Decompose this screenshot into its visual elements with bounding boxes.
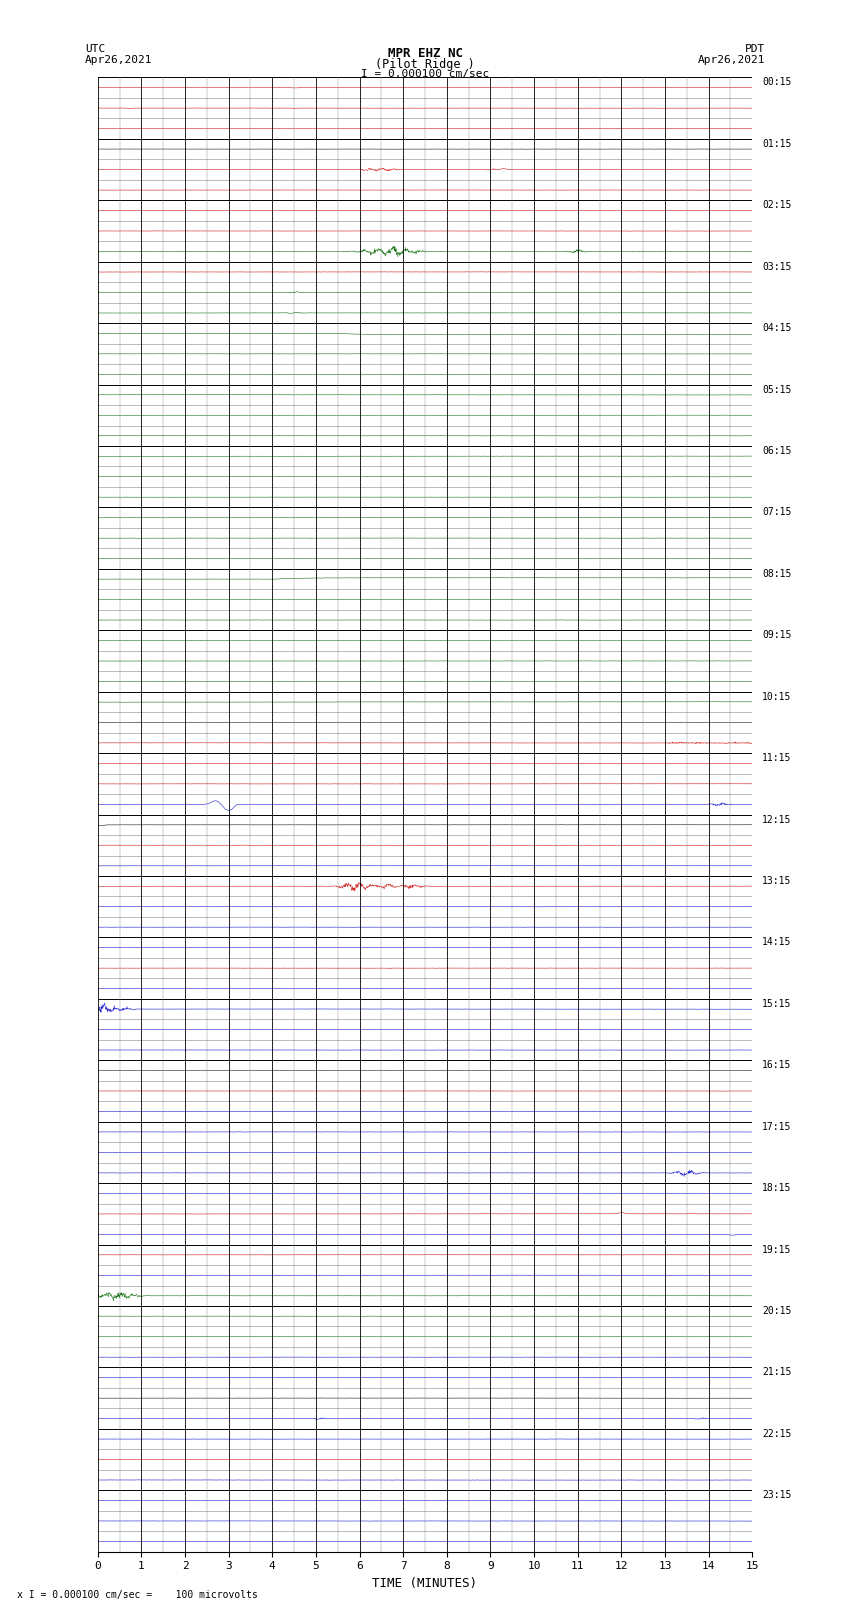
Text: 23:15: 23:15 (762, 1490, 791, 1500)
Text: (Pilot Ridge ): (Pilot Ridge ) (375, 58, 475, 71)
Text: 15:15: 15:15 (762, 998, 791, 1008)
Text: Apr26,2021: Apr26,2021 (85, 55, 152, 65)
Text: I = 0.000100 cm/sec: I = 0.000100 cm/sec (361, 69, 489, 79)
Text: 19:15: 19:15 (762, 1245, 791, 1255)
Text: 14:15: 14:15 (762, 937, 791, 947)
Text: 02:15: 02:15 (762, 200, 791, 210)
Text: 06:15: 06:15 (762, 447, 791, 456)
Text: 11:15: 11:15 (762, 753, 791, 763)
Text: 00:15: 00:15 (762, 77, 791, 87)
Text: 16:15: 16:15 (762, 1060, 791, 1071)
Text: 21:15: 21:15 (762, 1368, 791, 1378)
Text: x I = 0.000100 cm/sec =    100 microvolts: x I = 0.000100 cm/sec = 100 microvolts (17, 1590, 258, 1600)
Text: 17:15: 17:15 (762, 1121, 791, 1132)
Text: 01:15: 01:15 (762, 139, 791, 148)
Text: 08:15: 08:15 (762, 569, 791, 579)
Text: MPR EHZ NC: MPR EHZ NC (388, 47, 462, 60)
Text: 03:15: 03:15 (762, 261, 791, 271)
Text: UTC: UTC (85, 44, 105, 53)
Text: 13:15: 13:15 (762, 876, 791, 886)
Text: 18:15: 18:15 (762, 1184, 791, 1194)
Text: Apr26,2021: Apr26,2021 (698, 55, 765, 65)
Text: 04:15: 04:15 (762, 323, 791, 334)
Text: 05:15: 05:15 (762, 384, 791, 395)
Text: 07:15: 07:15 (762, 508, 791, 518)
Text: PDT: PDT (745, 44, 765, 53)
Text: 09:15: 09:15 (762, 631, 791, 640)
X-axis label: TIME (MINUTES): TIME (MINUTES) (372, 1578, 478, 1590)
Text: 12:15: 12:15 (762, 815, 791, 824)
Text: 10:15: 10:15 (762, 692, 791, 702)
Text: 22:15: 22:15 (762, 1429, 791, 1439)
Text: 20:15: 20:15 (762, 1307, 791, 1316)
